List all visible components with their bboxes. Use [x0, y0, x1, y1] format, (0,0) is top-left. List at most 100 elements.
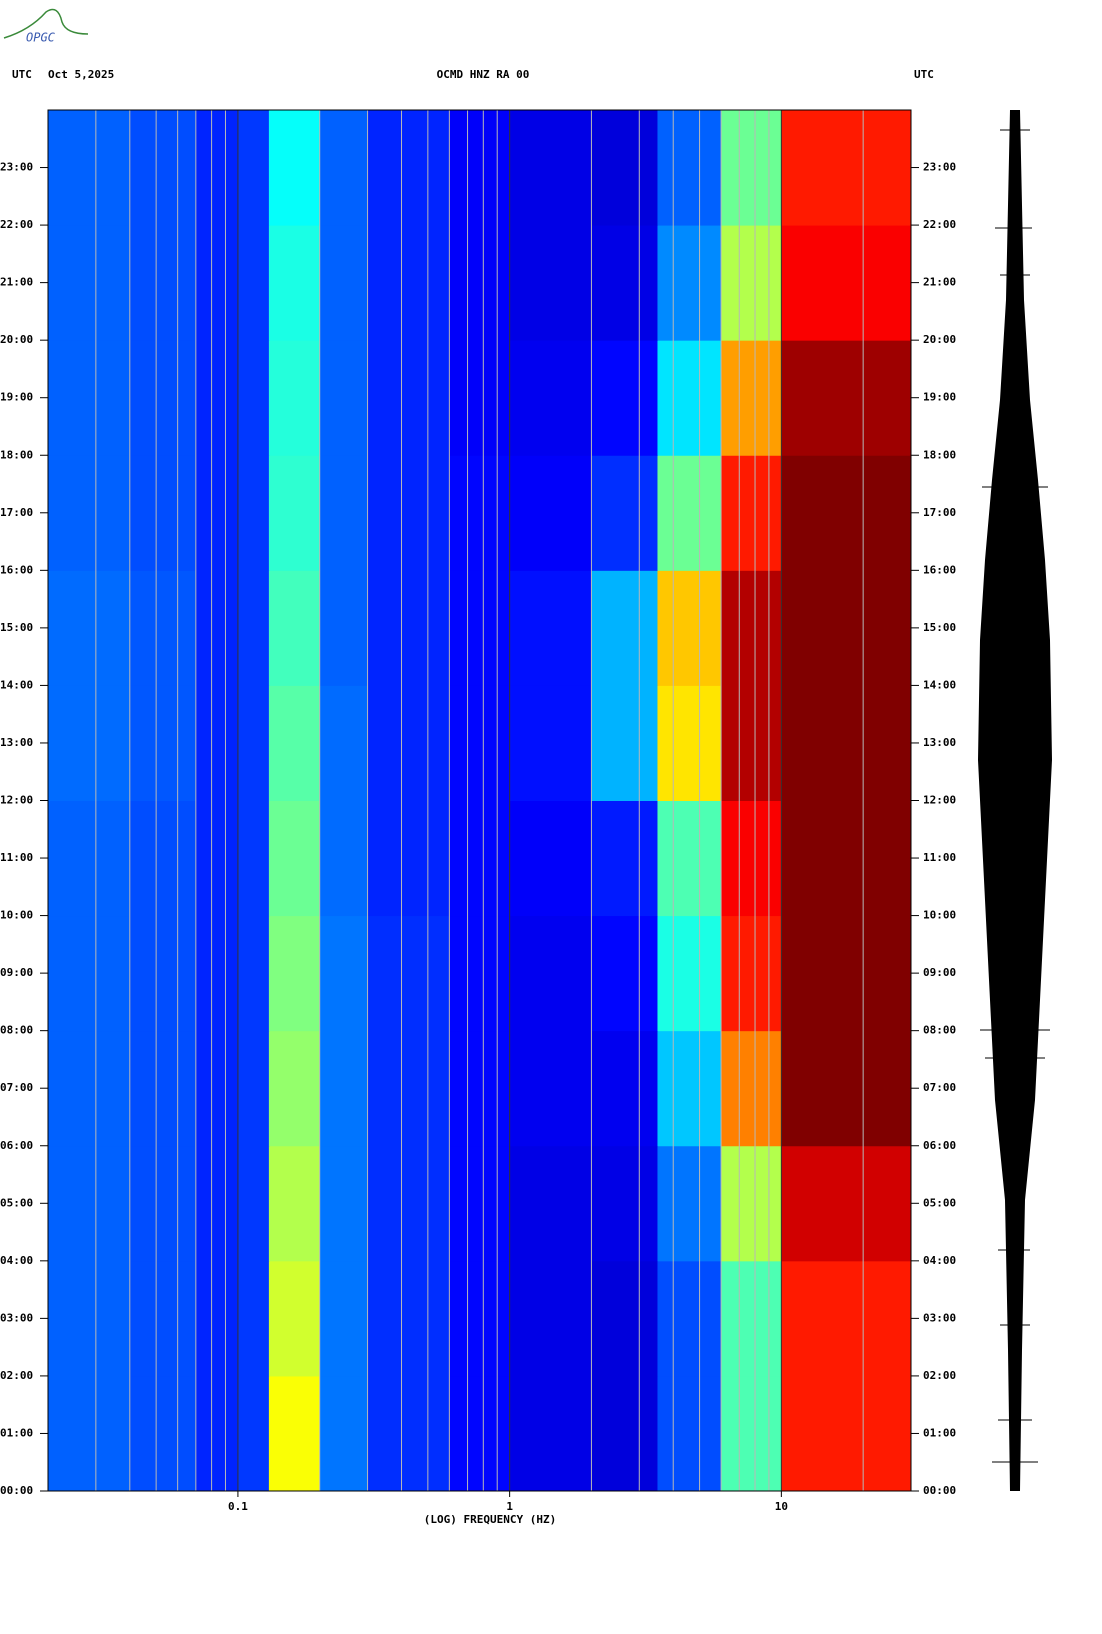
heatmap-cell	[657, 225, 722, 341]
heatmap-cell	[367, 1260, 450, 1377]
heatmap-cell	[268, 1375, 321, 1492]
y-tick-label: 00:00	[923, 1484, 956, 1497]
heatmap-cell	[48, 1145, 131, 1262]
heatmap-cell	[657, 110, 722, 226]
y-tick-label: 06:00	[0, 1139, 33, 1152]
heatmap-cell	[721, 1145, 782, 1262]
heatmap-cell	[129, 455, 197, 571]
heatmap-cell	[657, 340, 722, 456]
heatmap-cell	[657, 1030, 722, 1147]
heatmap-cell	[268, 1260, 321, 1377]
heatmap-cell	[319, 570, 369, 686]
y-tick-label: 15:00	[923, 621, 956, 634]
y-tick-label: 05:00	[923, 1196, 956, 1209]
heatmap-cell	[129, 915, 197, 1032]
heatmap-cell	[591, 915, 658, 1032]
trace-envelope	[978, 110, 1052, 1491]
heatmap-cell	[367, 225, 450, 341]
y-tick-label: 17:00	[0, 506, 33, 519]
heatmap-cell	[129, 685, 197, 801]
heatmap-cell	[657, 1145, 722, 1262]
heatmap-cell	[721, 1030, 782, 1147]
heatmap-cell	[721, 340, 782, 456]
heatmap-cell	[237, 1375, 270, 1492]
heatmap-cell	[781, 1375, 912, 1492]
heatmap-cell	[319, 110, 369, 226]
heatmap-cell	[781, 110, 912, 226]
seismogram	[978, 110, 1052, 1491]
heatmap-cell	[591, 1375, 658, 1492]
heatmap-cell	[449, 570, 511, 686]
heatmap-cell	[129, 800, 197, 917]
heatmap-cell	[237, 225, 270, 341]
heatmap-cell	[195, 1030, 239, 1147]
heatmap-cell	[237, 455, 270, 571]
heatmap-cell	[657, 570, 722, 686]
heatmap-cell	[268, 1145, 321, 1262]
heatmap-cell	[657, 455, 722, 571]
heatmap-cell	[509, 915, 592, 1032]
y-tick-label: 19:00	[0, 391, 33, 404]
heatmap-cell	[657, 915, 722, 1032]
y-tick-label: 08:00	[0, 1024, 33, 1037]
heatmap-cell	[319, 1260, 369, 1377]
heatmap-cell	[48, 455, 131, 571]
date: Oct 5,2025	[48, 68, 114, 81]
x-axis-label: (LOG) FREQUENCY (HZ)	[424, 1513, 556, 1526]
heatmap-cell	[367, 685, 450, 801]
chart-title: OCMD HNZ RA 00	[437, 68, 530, 81]
heatmap-cell	[319, 225, 369, 341]
heatmap-cell	[268, 915, 321, 1032]
heatmap-cell	[268, 1030, 321, 1147]
heatmap-cell	[509, 110, 592, 226]
heatmap-cell	[367, 455, 450, 571]
y-tick-label: 00:00	[0, 1484, 33, 1497]
y-tick-label: 09:00	[923, 966, 956, 979]
heatmap-cell	[237, 570, 270, 686]
heatmap-cell	[237, 1030, 270, 1147]
heatmap-cell	[48, 1260, 131, 1377]
heatmap-cell	[48, 225, 131, 341]
heatmap-cell	[591, 455, 658, 571]
y-tick-label: 12:00	[0, 794, 33, 807]
heatmap-cell	[48, 800, 131, 917]
heatmap-cell	[591, 225, 658, 341]
y-tick-label: 05:00	[0, 1196, 33, 1209]
heatmap-cell	[268, 570, 321, 686]
heatmap-cell	[449, 1260, 511, 1377]
heatmap-cell	[721, 915, 782, 1032]
heatmap-cell	[449, 1030, 511, 1147]
heatmap-cell	[195, 455, 239, 571]
y-tick-label: 16:00	[0, 563, 33, 576]
heatmap-cell	[319, 685, 369, 801]
heatmap-cell	[268, 110, 321, 226]
heatmap-cell	[195, 800, 239, 917]
heatmap-cell	[48, 570, 131, 686]
y-tick-label: 01:00	[923, 1426, 956, 1439]
heatmap-cell	[591, 800, 658, 917]
y-tick-label: 11:00	[923, 851, 956, 864]
heatmap-cell	[129, 570, 197, 686]
x-tick-label: 0.1	[228, 1500, 248, 1513]
y-tick-label: 19:00	[923, 391, 956, 404]
y-tick-label: 08:00	[923, 1024, 956, 1037]
y-tick-label: 10:00	[923, 909, 956, 922]
heatmap-cell	[591, 1145, 658, 1262]
heatmap-cell	[367, 340, 450, 456]
x-tick-label: 1	[506, 1500, 513, 1513]
heatmap-cell	[195, 225, 239, 341]
heatmap-cell	[237, 1145, 270, 1262]
heatmap-cell	[129, 340, 197, 456]
y-tick-label: 13:00	[923, 736, 956, 749]
heatmap-cell	[591, 1030, 658, 1147]
heatmap-cell	[509, 1375, 592, 1492]
heatmap-cell	[657, 685, 722, 801]
heatmap-cell	[367, 1375, 450, 1492]
heatmap-cell	[48, 1030, 131, 1147]
heatmap-cell	[781, 1145, 912, 1262]
heatmap-cell	[449, 1375, 511, 1492]
heatmap-cell	[237, 685, 270, 801]
heatmap-cell	[781, 570, 912, 686]
